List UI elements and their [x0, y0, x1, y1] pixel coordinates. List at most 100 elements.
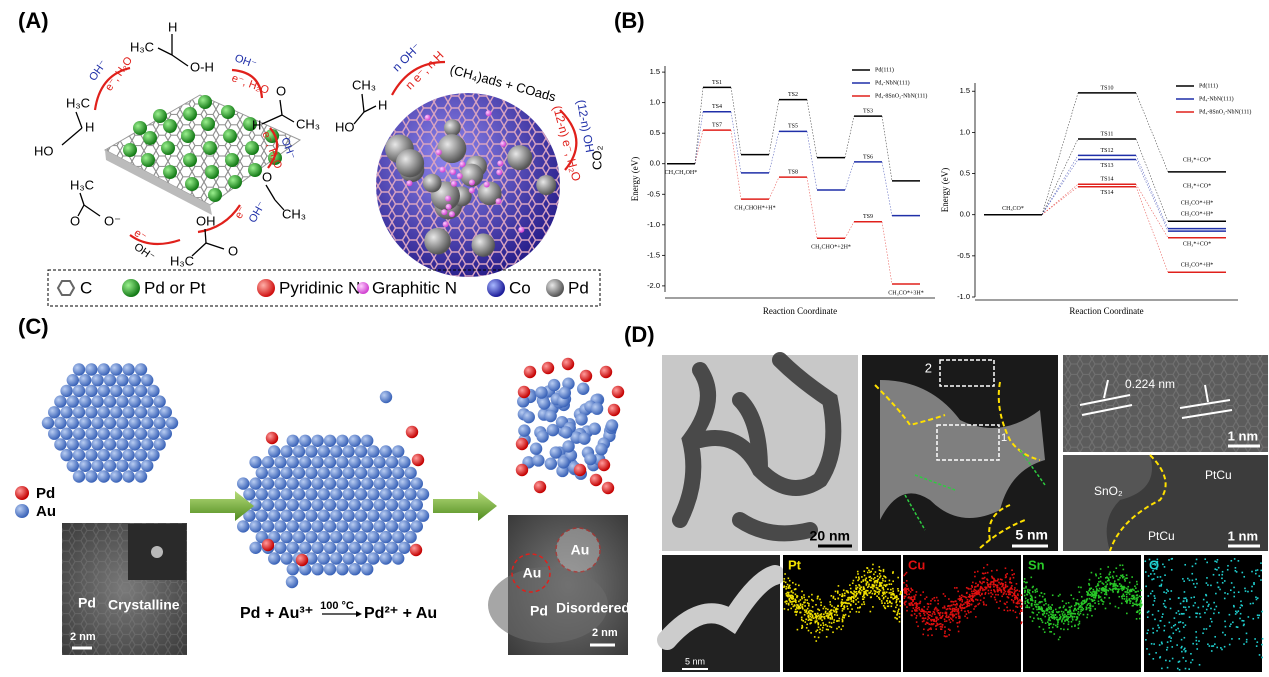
eds-pixel — [1197, 606, 1200, 609]
eds-pixel — [1014, 596, 1016, 599]
eds-pixel — [1073, 612, 1075, 615]
eds-pixel — [801, 603, 804, 606]
eds-pixel — [1212, 645, 1215, 647]
pd-atom — [517, 385, 531, 399]
eds-pixel — [1031, 611, 1034, 614]
eds-pixel — [1083, 599, 1086, 602]
eds-pixel — [1026, 606, 1029, 609]
eds-pixel — [953, 587, 956, 589]
eds-pixel — [1152, 569, 1154, 572]
au-atom — [54, 416, 67, 430]
eds-pixel — [1002, 588, 1005, 590]
eds-pixel — [1138, 617, 1141, 620]
eds-pixel — [1013, 591, 1016, 593]
eds-pixel — [1044, 598, 1046, 600]
eds-pixel — [793, 600, 795, 603]
eds-pixel — [874, 576, 876, 579]
eds-pixel — [853, 590, 855, 593]
eds-pixel — [1249, 602, 1252, 605]
eds-pixel — [1016, 598, 1019, 600]
eds-pixel — [789, 596, 792, 598]
au-atom — [255, 466, 268, 480]
atom: OH — [196, 213, 216, 228]
eds-pixel — [864, 578, 867, 581]
eds-pixel — [1165, 592, 1168, 594]
eds-pixel — [835, 610, 838, 613]
eds-pixel — [1089, 594, 1092, 596]
eds-pixel — [951, 608, 954, 611]
eds-pixel — [1187, 577, 1189, 580]
eds-pixel — [1251, 570, 1253, 573]
eds-pixel — [1034, 601, 1037, 604]
profile-lines — [904, 449, 1046, 531]
eds-pixel — [1178, 597, 1180, 599]
eds-pixel — [1004, 590, 1007, 593]
eds-pixel — [837, 585, 840, 587]
nanochains — [672, 352, 842, 542]
eds-pixel — [1063, 605, 1065, 607]
au-atom — [60, 384, 73, 398]
au-atom — [549, 446, 563, 459]
au-atom — [398, 520, 411, 533]
eds-pixel — [1210, 620, 1213, 623]
eds-pixel — [844, 613, 847, 616]
eds-pixel — [1006, 609, 1009, 612]
eds-pixel — [1130, 597, 1133, 600]
eds-pixel — [979, 581, 982, 584]
y-tick-label: -0.5 — [957, 251, 970, 260]
eds-pixel — [1004, 567, 1007, 570]
atom: O — [228, 243, 238, 258]
n-atom — [448, 211, 455, 218]
eds-pixel — [1048, 616, 1051, 619]
eds-pixel — [966, 599, 969, 601]
au-atom — [410, 520, 423, 533]
eds-pixel — [1232, 621, 1234, 624]
eds-pixel — [830, 622, 833, 624]
eds-pixel — [1078, 591, 1081, 593]
connector — [1135, 92, 1169, 173]
eds-pixel — [829, 603, 832, 606]
eds-pixel — [843, 601, 846, 604]
eds-pixel — [1185, 609, 1188, 611]
eds-pixel — [1202, 632, 1204, 635]
pd-atom — [515, 463, 529, 477]
eds-pixel — [904, 603, 906, 606]
eds-pixel — [886, 599, 888, 602]
eds-pixel — [787, 592, 790, 594]
eds-pixel — [974, 575, 976, 578]
eds-pixel — [1039, 608, 1042, 611]
eds-pixel — [1115, 587, 1118, 590]
eds-pixel — [1088, 609, 1091, 612]
panel-label: (A) — [18, 8, 49, 33]
eds-pixel — [794, 610, 797, 613]
eds-pixel — [833, 610, 835, 613]
eds-pixel — [979, 594, 982, 597]
eds-pixel — [1074, 613, 1077, 615]
eds-pixel — [839, 593, 841, 596]
eds-pixel — [1156, 560, 1159, 563]
au-atom — [91, 459, 104, 472]
eds-pixel — [826, 613, 828, 615]
au-atom — [261, 456, 275, 469]
au-atom — [536, 430, 549, 443]
eds-pixel — [956, 610, 958, 613]
au-atom — [404, 509, 417, 522]
eds-pixel — [1053, 616, 1055, 618]
eds-pixel — [1118, 583, 1121, 585]
eds-pixel — [925, 611, 927, 613]
eds-pixel — [939, 617, 942, 619]
eds-pixel — [855, 588, 857, 590]
eds-pixel — [1036, 614, 1038, 616]
eds-pixel — [1059, 593, 1061, 596]
eds-pixel — [927, 629, 929, 631]
au-atom — [342, 445, 355, 458]
eds-pixel — [1057, 611, 1059, 614]
eds-pixel — [846, 591, 849, 593]
eds-pixel — [1112, 588, 1114, 590]
eds-pixel — [897, 588, 899, 590]
eds-pixel — [1006, 606, 1008, 609]
eds-pixel — [828, 610, 831, 613]
eds-pixel — [1181, 645, 1183, 648]
metal-atom — [203, 141, 217, 155]
eds-pixel — [1205, 594, 1208, 597]
